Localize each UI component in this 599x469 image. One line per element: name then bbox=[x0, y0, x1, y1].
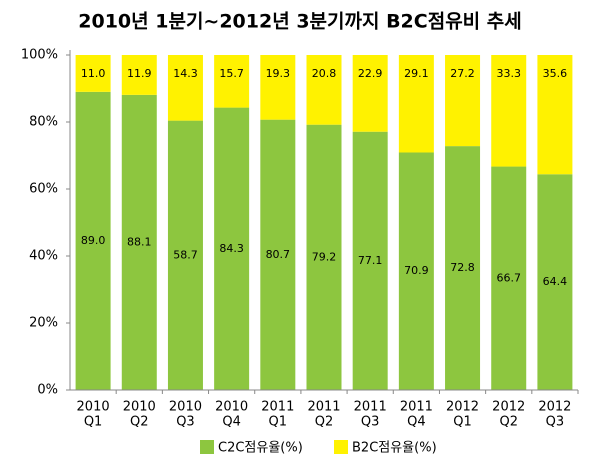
value-label: 88.1 bbox=[127, 235, 152, 248]
x-tick-label: 2011 bbox=[354, 400, 387, 415]
x-tick-label: 2012 bbox=[538, 400, 571, 415]
x-tick-label: 2010 bbox=[123, 400, 156, 415]
value-label: 64.4 bbox=[543, 275, 568, 288]
value-label: 33.3 bbox=[496, 67, 521, 80]
x-tick-label: Q2 bbox=[315, 415, 334, 430]
x-tick-label: 2011 bbox=[307, 400, 340, 415]
bar-segment bbox=[75, 91, 111, 390]
x-tick-label: Q3 bbox=[176, 415, 195, 430]
bar-segment bbox=[75, 55, 111, 92]
x-tick-label: Q1 bbox=[453, 415, 472, 430]
x-tick-label: Q2 bbox=[499, 415, 518, 430]
value-label: 89.0 bbox=[81, 234, 106, 247]
y-tick-label: 100% bbox=[21, 48, 58, 63]
bar-segment bbox=[445, 55, 481, 147]
x-tick-label: Q4 bbox=[407, 415, 426, 430]
x-tick-label: 2011 bbox=[400, 400, 433, 415]
legend-swatch bbox=[334, 440, 348, 454]
bar-segment bbox=[352, 55, 388, 132]
value-label: 22.9 bbox=[358, 67, 383, 80]
value-label: 84.3 bbox=[219, 242, 244, 255]
bar-segment bbox=[491, 55, 527, 167]
x-tick-label: Q1 bbox=[84, 415, 103, 430]
bar-segment bbox=[352, 131, 388, 390]
legend-swatch bbox=[200, 440, 214, 454]
bar-segment bbox=[167, 120, 203, 390]
value-label: 11.9 bbox=[127, 67, 152, 80]
bar-segment bbox=[121, 94, 157, 391]
value-label: 27.2 bbox=[450, 67, 475, 80]
x-tick-label: 2010 bbox=[215, 400, 248, 415]
value-label: 79.2 bbox=[312, 250, 337, 263]
bar-segment bbox=[260, 119, 296, 390]
value-label: 29.1 bbox=[404, 67, 429, 80]
x-tick-label: Q3 bbox=[546, 415, 565, 430]
value-label: 14.3 bbox=[173, 67, 198, 80]
value-label: 19.3 bbox=[266, 67, 291, 80]
bar-segment bbox=[260, 55, 296, 120]
y-tick-label: 60% bbox=[29, 182, 58, 197]
bar-segment bbox=[121, 55, 157, 95]
value-label: 35.6 bbox=[543, 67, 568, 80]
bar-segment bbox=[445, 146, 481, 390]
value-label: 66.7 bbox=[496, 271, 521, 284]
value-label: 11.0 bbox=[81, 67, 106, 80]
value-label: 70.9 bbox=[404, 264, 429, 277]
x-tick-label: 2010 bbox=[169, 400, 202, 415]
y-tick-label: 20% bbox=[29, 316, 58, 331]
bar-segment bbox=[214, 55, 250, 108]
y-tick-label: 40% bbox=[29, 249, 58, 264]
legend-label: C2C점유율(%) bbox=[218, 441, 303, 456]
chart-title: 2010년 1분기~2012년 3분기까지 B2C점유비 추세 bbox=[78, 11, 521, 33]
bar-segment bbox=[398, 152, 434, 390]
bar-segment bbox=[306, 55, 342, 125]
legend-label: B2C점유율(%) bbox=[352, 441, 437, 456]
x-tick-label: 2010 bbox=[77, 400, 110, 415]
y-tick-label: 80% bbox=[29, 115, 58, 130]
x-tick-label: Q2 bbox=[130, 415, 149, 430]
value-label: 58.7 bbox=[173, 248, 198, 261]
x-tick-label: Q3 bbox=[361, 415, 380, 430]
value-label: 20.8 bbox=[312, 67, 337, 80]
x-tick-label: Q4 bbox=[222, 415, 241, 430]
x-tick-label: Q1 bbox=[269, 415, 288, 430]
bar-segment bbox=[167, 55, 203, 121]
value-label: 15.7 bbox=[219, 67, 244, 80]
bar-segment bbox=[214, 107, 250, 390]
value-label: 72.8 bbox=[450, 261, 475, 274]
bar-segment bbox=[537, 174, 573, 390]
y-tick-label: 0% bbox=[37, 383, 58, 398]
bar-segment bbox=[398, 55, 434, 153]
bar-segment bbox=[306, 124, 342, 391]
bar-segment bbox=[537, 55, 573, 175]
value-label: 77.1 bbox=[358, 254, 383, 267]
x-tick-label: 2012 bbox=[492, 400, 525, 415]
bar-segment bbox=[491, 166, 527, 390]
value-label: 80.7 bbox=[266, 248, 291, 261]
x-tick-label: 2012 bbox=[446, 400, 479, 415]
x-tick-label: 2011 bbox=[261, 400, 294, 415]
